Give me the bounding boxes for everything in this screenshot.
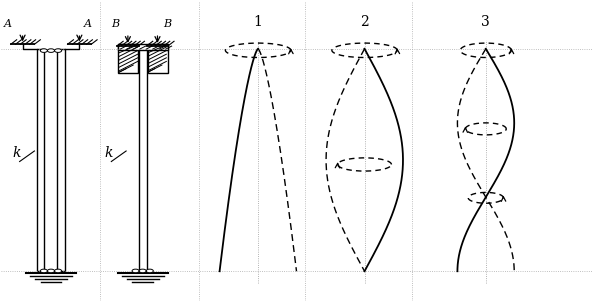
Text: A: A bbox=[4, 19, 12, 29]
Circle shape bbox=[47, 49, 55, 53]
Text: A: A bbox=[84, 19, 93, 29]
Text: B: B bbox=[111, 19, 119, 29]
Bar bbox=[37, 49, 44, 271]
Bar bbox=[58, 49, 65, 271]
Circle shape bbox=[139, 269, 146, 273]
Circle shape bbox=[40, 49, 47, 53]
Circle shape bbox=[55, 269, 62, 273]
Circle shape bbox=[146, 269, 154, 273]
Circle shape bbox=[40, 269, 47, 273]
Text: B: B bbox=[163, 19, 171, 29]
Text: k: k bbox=[12, 146, 21, 160]
Text: 1: 1 bbox=[254, 15, 263, 29]
Text: 3: 3 bbox=[482, 15, 490, 29]
Bar bbox=[118, 44, 138, 73]
Bar bbox=[118, 44, 168, 50]
Circle shape bbox=[132, 269, 139, 273]
Text: 2: 2 bbox=[360, 15, 369, 29]
Bar bbox=[148, 44, 168, 73]
Circle shape bbox=[55, 49, 62, 53]
Bar bbox=[139, 49, 146, 271]
Circle shape bbox=[47, 269, 55, 273]
Text: k: k bbox=[104, 146, 113, 160]
